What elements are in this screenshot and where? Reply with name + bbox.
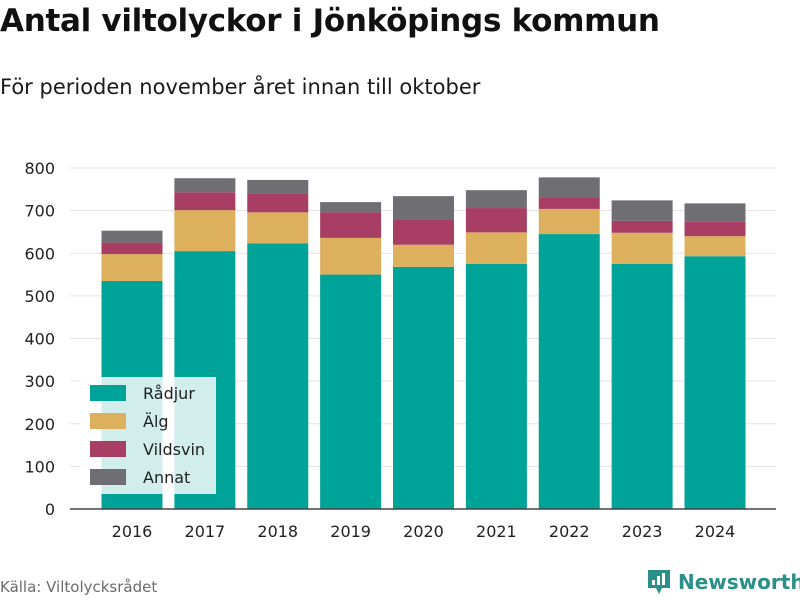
bar-segment-annat-2024: [684, 203, 746, 222]
bar-segment-älg-2024: [684, 236, 746, 257]
bar-segment-älg-2022: [538, 208, 600, 235]
bar-segment-annat-2017: [174, 178, 236, 193]
x-tick-label: 2023: [622, 522, 663, 541]
bar-segment-annat-2023: [611, 200, 673, 221]
bar-segment-älg-2016: [101, 254, 163, 281]
stacked-bar-chart: 0 100 200 300 400 500 600 700 800 2016 2017 2018 201…: [24, 159, 776, 541]
bar-segment-vildsvin-2018: [247, 193, 309, 213]
legend-label-rådjur: Rådjur: [143, 384, 195, 403]
y-tick-label: 400: [24, 330, 55, 349]
newsworthy-logo-icon: [648, 570, 670, 594]
y-tick-label: 600: [24, 244, 55, 263]
bar-segment-vildsvin-2020: [393, 219, 454, 245]
x-tick-label: 2019: [330, 522, 371, 541]
x-tick-label: 2022: [549, 522, 590, 541]
bar-segment-rådjur-2018: [247, 243, 309, 510]
legend-label-vildsvin: Vildsvin: [143, 440, 205, 459]
bar-segment-annat-2016: [101, 230, 163, 243]
bar-segment-älg-2017: [174, 210, 236, 252]
bar-segment-älg-2019: [320, 237, 382, 275]
chart-title: Antal viltolyckor i Jönköpings kommun: [0, 3, 660, 39]
chart-subtitle: För perioden november året innan till ok…: [0, 75, 481, 99]
x-tick-label: 2020: [403, 522, 444, 541]
bar-segment-vildsvin-2019: [320, 212, 382, 238]
y-tick-label: 800: [24, 159, 55, 178]
x-tick-label: 2024: [695, 522, 736, 541]
legend-label-älg: Älg: [143, 412, 169, 431]
x-tick-label: 2016: [112, 522, 153, 541]
axes: 0 100 200 300 400 500 600 700 800 2016 2017 2018 201…: [24, 159, 776, 541]
legend: Rådjur Älg Vildsvin Annat: [80, 377, 216, 494]
bar-segment-vildsvin-2017: [174, 192, 236, 211]
brand-logo[interactable]: Newsworthy: [646, 568, 800, 596]
bar-segment-annat-2020: [393, 196, 454, 220]
bar-segment-vildsvin-2023: [611, 220, 673, 233]
bar-segment-älg-2018: [247, 212, 309, 244]
y-tick-label: 200: [24, 415, 55, 434]
bar-segment-rådjur-2020: [393, 266, 454, 509]
source-note: Källa: Viltolycksrådet: [0, 578, 158, 596]
x-tick-label: 2017: [185, 522, 226, 541]
bars: [101, 177, 746, 510]
bar-segment-vildsvin-2016: [101, 242, 163, 255]
bar-segment-annat-2021: [465, 190, 527, 209]
bar-segment-älg-2021: [465, 232, 527, 264]
legend-swatch-annat: [90, 469, 126, 485]
bar-segment-rådjur-2024: [684, 256, 746, 509]
legend-swatch-rådjur: [90, 385, 126, 401]
bar-segment-annat-2022: [538, 177, 600, 198]
bar-segment-rådjur-2019: [320, 274, 382, 509]
bar-segment-älg-2020: [393, 244, 454, 267]
legend-swatch-vildsvin: [90, 441, 126, 457]
bar-segment-vildsvin-2024: [684, 221, 746, 237]
bar-segment-älg-2023: [611, 232, 673, 264]
legend-label-annat: Annat: [143, 468, 190, 487]
bar-segment-vildsvin-2021: [465, 208, 527, 233]
brand-name: Newsworthy: [678, 570, 800, 594]
bar-segment-annat-2018: [247, 179, 309, 194]
y-tick-label: 300: [24, 372, 55, 391]
x-tick-label: 2021: [476, 522, 517, 541]
y-tick-label: 700: [24, 202, 55, 221]
bar-segment-annat-2019: [320, 202, 382, 213]
legend-swatch-älg: [90, 413, 126, 429]
y-tick-label: 0: [45, 500, 55, 519]
bar-segment-rådjur-2021: [465, 263, 527, 509]
bar-segment-rådjur-2022: [538, 234, 600, 509]
y-tick-label: 500: [24, 287, 55, 306]
x-tick-label: 2018: [257, 522, 298, 541]
bar-segment-vildsvin-2022: [538, 197, 600, 209]
y-tick-label: 100: [24, 457, 55, 476]
bar-segment-rådjur-2023: [611, 263, 673, 509]
